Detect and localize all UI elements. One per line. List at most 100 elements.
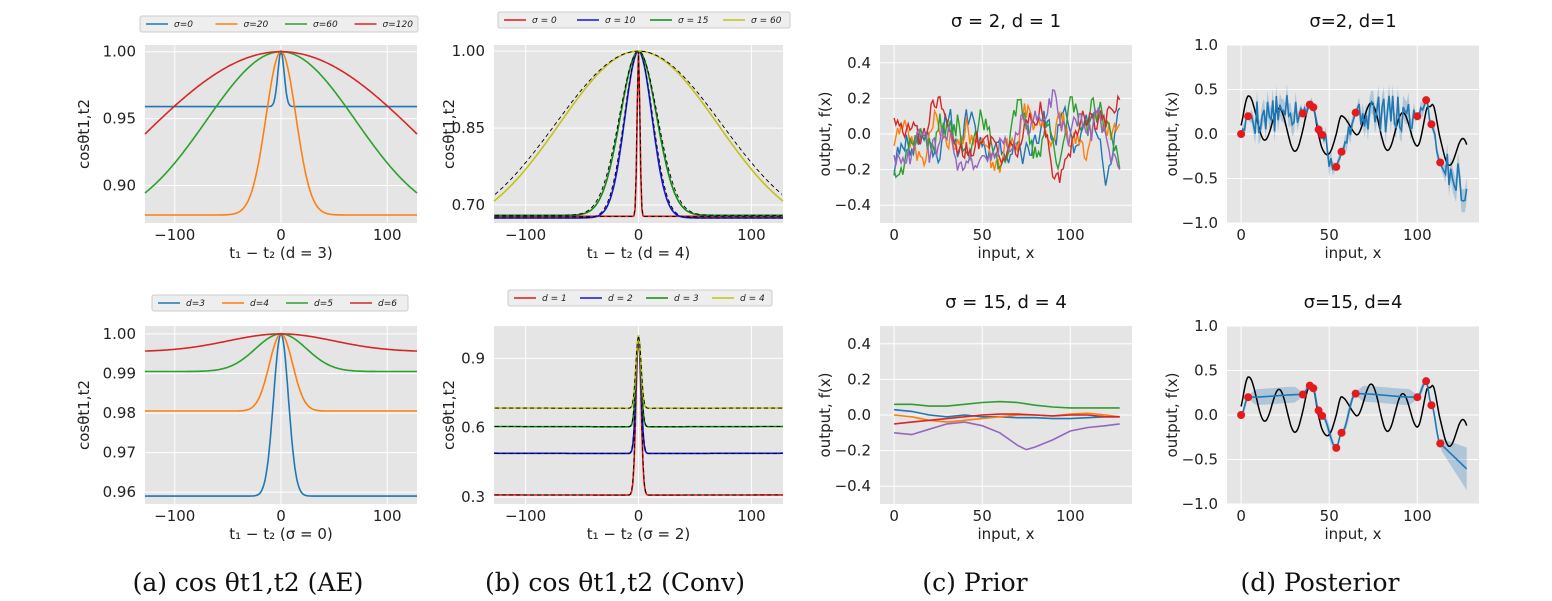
observation-point [1427, 120, 1436, 129]
posterior-mean-line [1240, 95, 1468, 202]
caption-d: (d) Posterior [1241, 568, 1400, 597]
y-tick-label: 0.0 [1194, 406, 1218, 424]
y-tick-label: 1.00 [103, 325, 136, 343]
panel-title: σ = 2, d = 1 [951, 11, 1061, 32]
x-tick-label: 0 [634, 226, 644, 244]
y-tick-label: 0.0 [1194, 125, 1218, 143]
legend: d=3 d=4 d=5 d=6 [151, 294, 409, 312]
y-tick-label: 1.00 [103, 43, 136, 61]
series-line [144, 50, 418, 135]
x-tick-label: −100 [505, 507, 546, 525]
panel-b2: −100 0 100 0.3 0.6 0.9 t₁ − t₂ (σ = 2) cosθt1,t… [440, 289, 783, 543]
y-tick-label: 0.90 [103, 177, 136, 195]
y-tick-label: 0.5 [1194, 81, 1218, 99]
observation-point [1427, 401, 1436, 410]
legend-label: d = 2 [608, 294, 633, 304]
y-tick-label: −0.4 [835, 196, 871, 214]
y-tick-label: −0.5 [1182, 451, 1218, 469]
x-axis-label: input, x [978, 525, 1035, 543]
observation-point [1237, 411, 1246, 419]
x-tick-label: 100 [373, 507, 402, 525]
y-tick-label: 0.3 [461, 488, 485, 506]
y-tick-label: −0.2 [835, 161, 871, 179]
observation-point [1318, 130, 1327, 139]
panel-b1: −100 0 100 0.70 0.85 1.00 t₁ − t₂ (d = 4) cosθt… [440, 11, 791, 262]
caption-b: (b) cos θt1,t2 (Conv) [485, 568, 745, 597]
y-axis-label: cosθt1,t2 [440, 99, 458, 169]
observation-point [1422, 96, 1431, 105]
y-tick-label: 0.97 [103, 444, 136, 462]
y-tick-label: 0.85 [452, 119, 485, 137]
caption-a: (a) cos θt1,t2 (AE) [133, 568, 364, 597]
x-tick-label: 0 [889, 226, 899, 244]
y-tick-label: −1.0 [1182, 214, 1218, 232]
x-tick-label: 100 [1056, 226, 1085, 244]
x-tick-label: 100 [737, 507, 766, 525]
x-tick-label: 0 [276, 226, 286, 244]
x-axis-label: t₁ − t₂ (d = 4) [587, 244, 691, 262]
sample-line [894, 408, 1120, 420]
sample-line [894, 413, 1120, 425]
panel-a1: −100 0 100 0.90 0.95 1.00 t₁ − t₂ (d = 3) cosθt… [75, 15, 419, 262]
x-tick-label: 50 [1320, 507, 1339, 525]
x-tick-label: 50 [973, 507, 992, 525]
observation-point [1337, 428, 1346, 437]
y-axis-label: output, f(x) [1163, 92, 1181, 177]
series-line-dashed [494, 50, 783, 195]
x-tick-label: −100 [505, 226, 546, 244]
observation-point [1244, 112, 1253, 121]
observation-point [1244, 393, 1253, 402]
y-tick-label: 0.98 [103, 404, 136, 422]
sample-line [893, 94, 1121, 184]
x-tick-label: 100 [373, 226, 402, 244]
observation-point [1337, 147, 1346, 156]
sample-line [893, 89, 1121, 172]
observation-point [1309, 103, 1318, 112]
legend-label: σ = 0 [532, 16, 557, 26]
legend-frame [497, 11, 791, 29]
observation-point [1436, 158, 1445, 167]
y-tick-label: 0.2 [847, 89, 871, 107]
x-tick-label: 100 [1403, 226, 1432, 244]
observation-point [1332, 162, 1341, 171]
x-axis-label: input, x [1325, 525, 1382, 543]
observation-point [1309, 384, 1318, 393]
observation-point [1332, 443, 1341, 452]
sample-line [894, 421, 1120, 451]
y-axis-label: cosθt1,t2 [75, 380, 93, 450]
y-tick-label: −1.0 [1182, 495, 1218, 513]
x-tick-label: −100 [154, 507, 195, 525]
legend-label: d = 3 [674, 294, 699, 304]
observation-point [1298, 390, 1307, 399]
legend-label: d=6 [378, 299, 397, 309]
series-line [145, 333, 417, 352]
y-tick-label: −0.5 [1182, 170, 1218, 188]
x-axis-label: input, x [978, 244, 1035, 262]
x-tick-label: 0 [1236, 226, 1246, 244]
y-tick-label: 0.4 [847, 54, 871, 72]
y-tick-label: 1.00 [452, 42, 485, 60]
y-axis-label: cosθt1,t2 [440, 380, 458, 450]
y-tick-label: 0.0 [847, 125, 871, 143]
y-tick-label: −0.4 [835, 477, 871, 495]
legend-label: σ=0 [174, 20, 193, 30]
x-tick-label: −100 [154, 226, 195, 244]
panel-c2: 0 50 100 −0.4 −0.2 0.0 0.2 0.4 input, x output, f… [816, 292, 1132, 543]
y-tick-label: 0.95 [103, 110, 136, 128]
panel-title: σ=15, d=4 [1304, 292, 1403, 313]
y-tick-label: 0.0 [847, 406, 871, 424]
x-tick-label: 0 [634, 507, 644, 525]
confidence-band [1241, 379, 1467, 491]
y-tick-label: 0.9 [461, 349, 485, 367]
observation-point [1422, 377, 1431, 386]
x-tick-label: 100 [1403, 507, 1432, 525]
series-line-dashed [495, 50, 782, 216]
panel-c1: 0 50 100 −0.4 −0.2 0.0 0.2 0.4 input, x output, f… [816, 11, 1132, 262]
legend-label: σ=20 [244, 20, 269, 30]
observation-point [1351, 108, 1360, 117]
observation-point [1351, 389, 1360, 398]
x-tick-label: 50 [1320, 226, 1339, 244]
panel-title: σ=2, d=1 [1309, 11, 1396, 32]
y-tick-label: 0.5 [1194, 362, 1218, 380]
y-tick-label: 1.0 [1194, 317, 1218, 335]
